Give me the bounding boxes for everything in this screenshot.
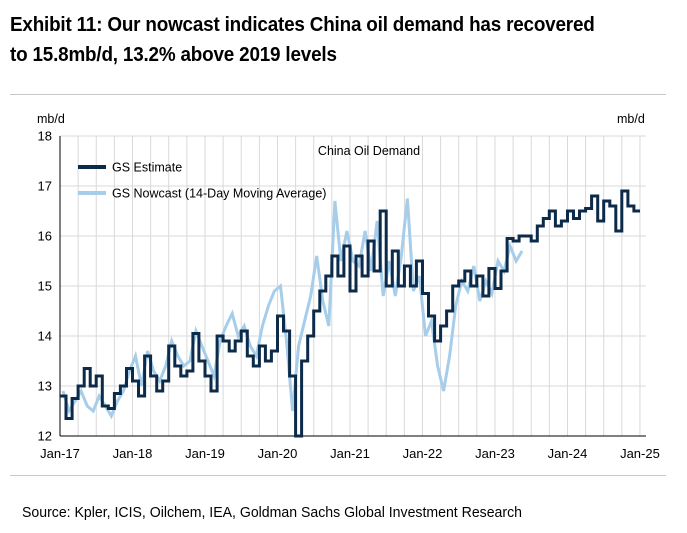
axes: 12 13 14 15 16 17 18 Jan-17 Jan-18 Jan-19 Jan-20 Ja… bbox=[38, 129, 660, 462]
chart-frame bbox=[10, 94, 666, 476]
gridlines bbox=[60, 135, 646, 436]
series-lines bbox=[60, 189, 640, 438]
x-tick-label: Jan-18 bbox=[113, 446, 153, 461]
exhibit-title-line-2: to 15.8mb/d, 13.2% above 2019 levels bbox=[10, 43, 337, 66]
x-tick-label: Jan-20 bbox=[258, 446, 298, 461]
y-tick-label: 18 bbox=[38, 129, 52, 144]
exhibit-title-line-1: Exhibit 11: Our nowcast indicates China … bbox=[10, 13, 595, 36]
y-tick-label: 13 bbox=[38, 379, 52, 394]
legend-label-gs-estimate: GS Estimate bbox=[112, 161, 182, 175]
x-tick-label: Jan-23 bbox=[475, 446, 515, 461]
x-tick-label: Jan-17 bbox=[40, 446, 80, 461]
chart-title: China Oil Demand bbox=[318, 144, 420, 158]
x-tick-label: Jan-19 bbox=[185, 446, 225, 461]
y-tick-label: 15 bbox=[38, 279, 52, 294]
source-note: Source: Kpler, ICIS, Oilchem, IEA, Goldm… bbox=[22, 504, 522, 521]
y-axis-label-right: mb/d bbox=[617, 112, 645, 126]
x-tick-label: Jan-22 bbox=[403, 446, 443, 461]
series-line-gs-nowcast bbox=[61, 198, 524, 420]
y-tick-label: 12 bbox=[38, 429, 52, 444]
y-axis-label-left: mb/d bbox=[37, 112, 65, 126]
legend: GS Estimate GS Nowcast (14-Day Moving Ave… bbox=[78, 161, 326, 201]
x-tick-label: Jan-24 bbox=[548, 446, 588, 461]
exhibit-title: Exhibit 11: Our nowcast indicates China … bbox=[10, 10, 626, 70]
y-tick-label: 14 bbox=[38, 329, 52, 344]
x-tick-label: Jan-25 bbox=[620, 446, 660, 461]
series-line-gs-estimate bbox=[60, 189, 640, 438]
y-tick-label: 17 bbox=[38, 179, 52, 194]
x-tick-label: Jan-21 bbox=[330, 446, 370, 461]
legend-label-gs-nowcast: GS Nowcast (14-Day Moving Average) bbox=[112, 187, 326, 201]
y-tick-label: 16 bbox=[38, 229, 52, 244]
